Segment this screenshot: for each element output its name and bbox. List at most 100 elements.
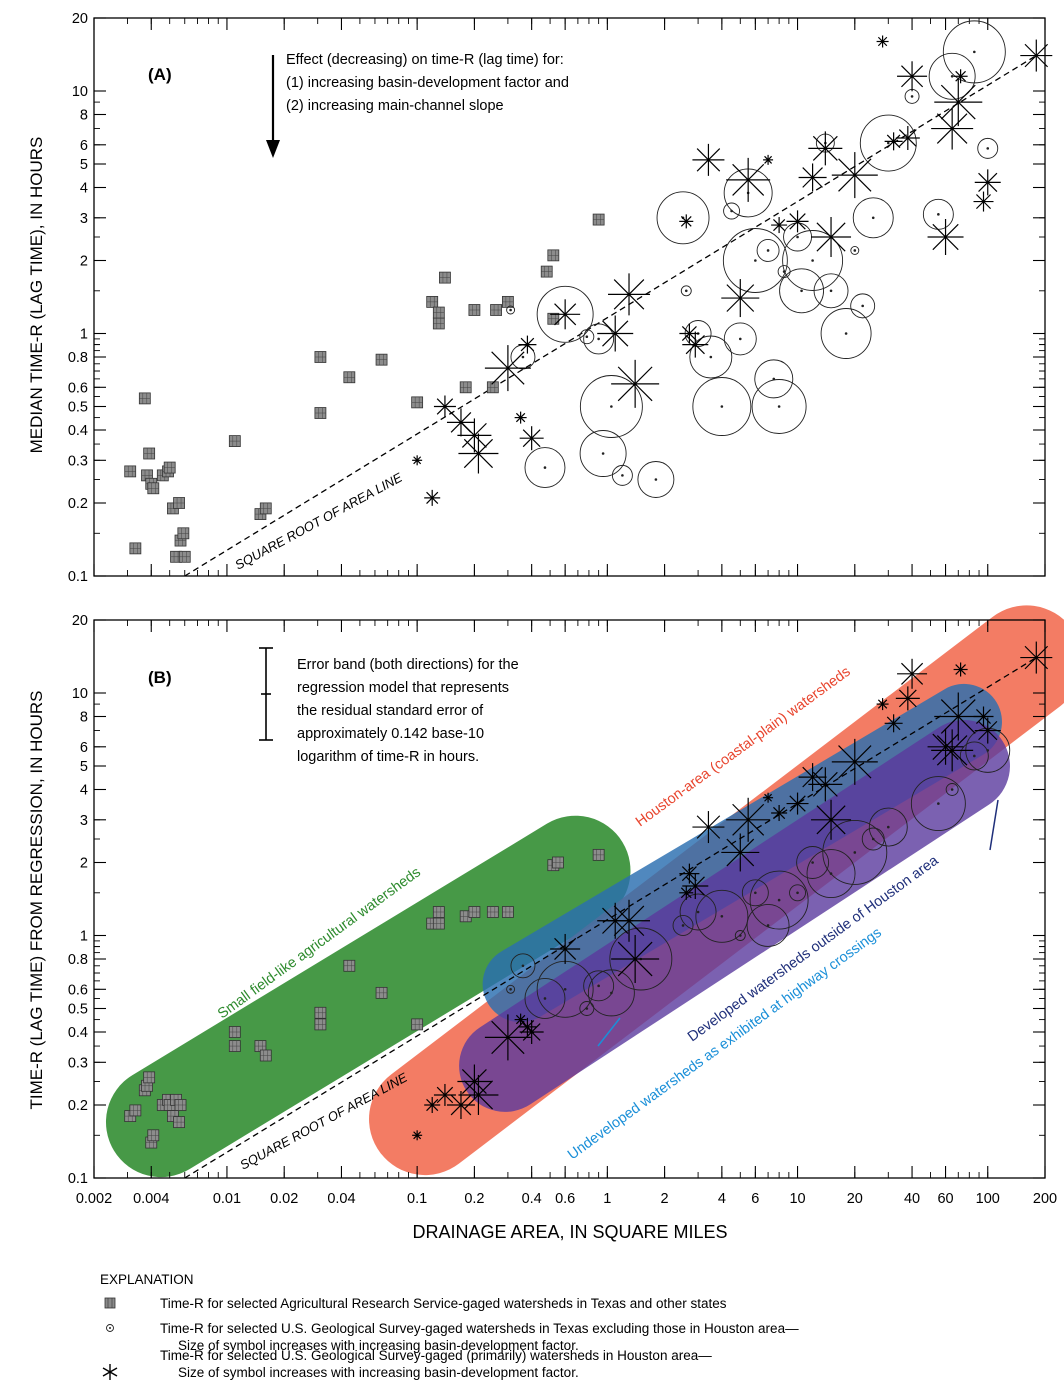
- usgs-texas-point: [751, 379, 807, 434]
- x-tick-label: 0.002: [76, 1191, 112, 1207]
- legend-item-2-line-1: Time-R for selected U.S. Geological Surv…: [160, 1321, 799, 1336]
- square-root-of-area-line: [184, 657, 1037, 1179]
- usgs-houston-point: [763, 154, 774, 165]
- ars-point: [124, 465, 137, 478]
- usgs-texas-point: [922, 198, 954, 230]
- usgs-houston-point: [895, 126, 920, 151]
- panel-b: 0.1 0.2 0.3 0.4 0.5 0.6 0.8 1 2 3 4 5 6 8 10 20 (B) Err…: [27, 605, 1064, 1187]
- square-root-of-area-line: [184, 55, 1037, 577]
- usgs-texas-point: [579, 430, 627, 477]
- usgs-houston-point: [953, 69, 968, 84]
- usgs-texas-point: [756, 239, 780, 262]
- usgs-texas-point: [734, 930, 746, 941]
- panel-b-axes: 0.1 0.2 0.3 0.4 0.5 0.6 0.8 1 2 3 4 5 6 8 10 20: [68, 613, 1046, 1187]
- usgs-houston-point: [433, 1083, 456, 1106]
- usgs-houston-point: [550, 933, 581, 964]
- ars-point: [501, 906, 514, 918]
- usgs-houston-point: [721, 833, 760, 872]
- panel-b-data: [124, 641, 1053, 1149]
- ars-point: [314, 351, 327, 363]
- usgs-texas-point: [680, 285, 692, 297]
- panel-a-letter: (A): [148, 65, 172, 84]
- y-tick-label: 0.1: [68, 1171, 88, 1187]
- legend-item-3-line-1: Time-R for selected U.S. Geological Surv…: [160, 1348, 712, 1363]
- x-tick-label: 1: [603, 1191, 611, 1207]
- panel-a-note-line-3: (2) increasing main-channel slope: [286, 98, 504, 114]
- usgs-houston-point: [884, 132, 903, 151]
- usgs-houston-point: [884, 714, 903, 733]
- y-tick-label: 5: [80, 759, 88, 775]
- ars-point: [592, 213, 605, 226]
- usgs-houston-point: [679, 885, 694, 900]
- x-tick-label: 0.02: [270, 1191, 298, 1207]
- ars-point: [468, 906, 481, 918]
- usgs-houston-point: [811, 216, 852, 257]
- usgs-texas-point: [977, 137, 999, 159]
- usgs-texas-point: [782, 230, 844, 291]
- developed-label-leader: [989, 799, 999, 851]
- usgs-houston-point: [424, 489, 441, 506]
- panel-a-axes: 0.1 0.2 0.3 0.4 0.5 0.6 0.8 1 2 3 4 5 6 8 10 20: [68, 11, 1046, 585]
- ars-point: [411, 396, 424, 409]
- y-tick-label: 4: [80, 181, 88, 197]
- panel-a-note: Effect (decreasing) on time-R (lag time)…: [266, 52, 569, 158]
- x-tick-label: 0.01: [213, 1191, 241, 1207]
- undeveloped-label-leader: [597, 1017, 621, 1047]
- ars-point: [177, 527, 190, 540]
- panel-a-line-label: SQUARE ROOT OF AREA LINE: [232, 470, 405, 573]
- usgs-texas-point: [741, 879, 769, 907]
- y-tick-label: 0.3: [68, 453, 88, 469]
- usgs-houston-point: [412, 455, 423, 466]
- panel-a-note-line-2: (1) increasing basin-development factor …: [286, 75, 569, 91]
- usgs-houston-point: [726, 157, 771, 202]
- usgs-houston-point: [831, 152, 878, 199]
- usgs-houston-point: [458, 1074, 499, 1115]
- plot-frame: [93, 619, 1046, 1179]
- usgs-houston-point: [484, 1014, 531, 1061]
- usgs-houston-point: [433, 395, 456, 418]
- usgs-texas-point: [777, 265, 791, 279]
- usgs-texas-point: [695, 889, 749, 943]
- legend-square-icon: [104, 1297, 116, 1309]
- usgs-houston-point: [798, 163, 827, 192]
- plot-frame: [93, 17, 1046, 577]
- legend-item-2-line-2: Size of symbol increases with increasing…: [178, 1338, 579, 1353]
- usgs-texas-point: [746, 904, 790, 947]
- usgs-houston-point: [1020, 641, 1053, 674]
- x-tick-label: 2: [661, 1191, 669, 1207]
- usgs-texas-point: [689, 335, 733, 379]
- usgs-texas-point: [611, 464, 633, 486]
- usgs-houston-point: [446, 408, 475, 437]
- usgs-texas-point: [820, 308, 872, 359]
- y-tick-label: 0.2: [68, 496, 88, 512]
- usgs-houston-point: [931, 729, 974, 772]
- ars-point: [143, 1071, 156, 1084]
- usgs-texas-point: [850, 246, 860, 255]
- panel-b-y-axis-label: TIME-R (LAG TIME) FROM REGRESSION, IN HO…: [27, 690, 46, 1109]
- panel-b-letter: (B): [148, 668, 172, 687]
- ars-point: [547, 312, 560, 325]
- usgs-houston-point: [611, 935, 660, 984]
- usgs-houston-point: [679, 323, 700, 344]
- usgs-houston-point: [927, 218, 964, 255]
- usgs-texas-point: [959, 741, 989, 771]
- y-tick-label: 0.4: [68, 423, 88, 439]
- y-tick-label: 10: [72, 686, 88, 702]
- y-tick-label: 0.5: [68, 1001, 88, 1017]
- legend-title: EXPLANATION: [100, 1272, 194, 1287]
- x-tick-label: 0.1: [407, 1191, 427, 1207]
- usgs-houston-point: [550, 299, 581, 330]
- usgs-houston-point: [831, 738, 878, 785]
- usgs-texas-point: [850, 293, 876, 319]
- legend: EXPLANATION Time-R for selected Agricult…: [100, 1272, 799, 1380]
- usgs-houston-point: [811, 799, 852, 840]
- panel-b-note: Error band (both directions) for the reg…: [297, 657, 519, 765]
- usgs-houston-point: [974, 717, 1001, 744]
- ars-point: [173, 497, 185, 509]
- legend-star-icon: [102, 1364, 118, 1380]
- y-tick-label: 1: [80, 928, 88, 944]
- ars-point: [129, 1104, 142, 1117]
- y-tick-label: 4: [80, 783, 88, 799]
- legend-item-3-line-2: Size of symbol increases with increasing…: [178, 1365, 579, 1380]
- y-tick-label: 0.4: [68, 1025, 88, 1041]
